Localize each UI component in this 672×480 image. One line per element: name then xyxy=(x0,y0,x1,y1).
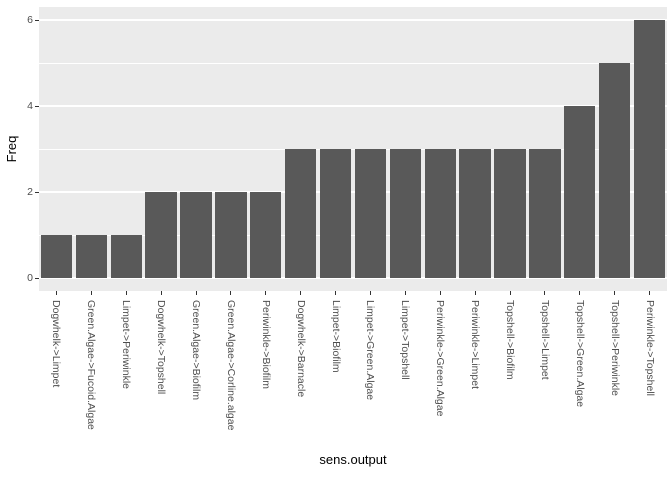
gridline-minor xyxy=(39,148,667,150)
bar xyxy=(75,235,108,278)
x-tick-mark xyxy=(125,291,127,295)
y-tick-label: 2 xyxy=(27,186,33,198)
x-tick-mark xyxy=(509,291,511,295)
x-tick-mark xyxy=(335,291,337,295)
x-tick-mark xyxy=(439,291,441,295)
bar xyxy=(354,149,387,278)
bar xyxy=(389,149,422,278)
bar xyxy=(564,106,596,278)
x-tick-mark xyxy=(404,291,406,295)
bar xyxy=(319,149,352,278)
x-tick-label: Topshell->Green.Algae xyxy=(573,300,586,408)
x-tick-mark xyxy=(160,291,162,295)
y-tick-mark xyxy=(35,277,39,279)
y-tick-label: 0 xyxy=(27,272,33,284)
x-tick-mark xyxy=(614,291,616,295)
x-tick-mark xyxy=(579,291,581,295)
gridline-major xyxy=(39,19,667,21)
x-tick-label: Dogwhelk->Topshell xyxy=(155,300,168,395)
bar xyxy=(145,192,177,278)
bar xyxy=(250,192,282,278)
x-tick-label: Limpet->Topshell xyxy=(399,300,412,380)
bar xyxy=(40,235,73,278)
bar xyxy=(459,149,491,278)
bar xyxy=(529,149,561,278)
x-tick-label: Periwinkle->Topshell xyxy=(643,300,656,397)
x-tick-mark xyxy=(474,291,476,295)
bar xyxy=(598,63,631,278)
x-tick-label: Dogwhelk->Barnacle xyxy=(294,300,307,398)
x-tick-label: Topshell->Limpet xyxy=(538,300,551,380)
gridline-minor xyxy=(39,234,667,236)
x-tick-label: Topshell->Biofilm xyxy=(504,300,516,380)
x-tick-mark xyxy=(265,291,267,295)
x-tick-mark xyxy=(300,291,302,295)
x-tick-label: Green.Algae->Fucoid.Algae xyxy=(85,300,98,430)
x-tick-mark xyxy=(649,291,651,295)
x-tick-label: Dogwhelk->Limpet xyxy=(50,300,63,388)
bar xyxy=(633,20,666,278)
plot-panel xyxy=(39,7,667,291)
gridline-major xyxy=(39,277,667,279)
x-tick-label: Periwinkle->Biofilm xyxy=(259,300,272,389)
y-tick-mark xyxy=(35,19,39,21)
x-tick-mark xyxy=(230,291,232,295)
bar xyxy=(424,149,456,278)
y-tick-mark xyxy=(35,191,39,193)
x-tick-mark xyxy=(90,291,92,295)
x-tick-label: Limpet->Biofilm xyxy=(329,300,342,373)
bar xyxy=(494,149,526,278)
x-tick-label: Topshell->Periwinkle xyxy=(608,300,621,397)
bar xyxy=(284,149,317,278)
y-tick-label: 4 xyxy=(27,100,33,112)
gridline-major xyxy=(39,191,667,193)
x-tick-mark xyxy=(369,291,372,295)
x-tick-mark xyxy=(55,291,58,295)
x-axis-title: sens.output xyxy=(319,452,387,467)
x-tick-label: Green.Algae->Biofilm xyxy=(190,300,202,401)
bar xyxy=(215,192,247,278)
bar xyxy=(180,192,212,278)
x-tick-mark xyxy=(544,291,546,295)
x-tick-mark xyxy=(195,291,197,295)
gridline-minor xyxy=(39,62,667,64)
x-tick-label: Periwinkle->Limpet xyxy=(469,300,482,389)
y-tick-label: 6 xyxy=(27,14,33,26)
bar xyxy=(110,235,142,278)
x-tick-label: Limpet->Periwinkle xyxy=(120,300,133,389)
x-tick-label: Limpet->Green.Algae xyxy=(364,300,377,401)
y-tick-mark xyxy=(35,105,39,107)
gridline-major xyxy=(39,105,667,107)
x-tick-label: Green.Algae->Corline.algae xyxy=(224,300,237,431)
y-axis-title: Freq xyxy=(4,135,19,163)
x-tick-label: Periwinkle->Green.Algae xyxy=(434,300,447,417)
